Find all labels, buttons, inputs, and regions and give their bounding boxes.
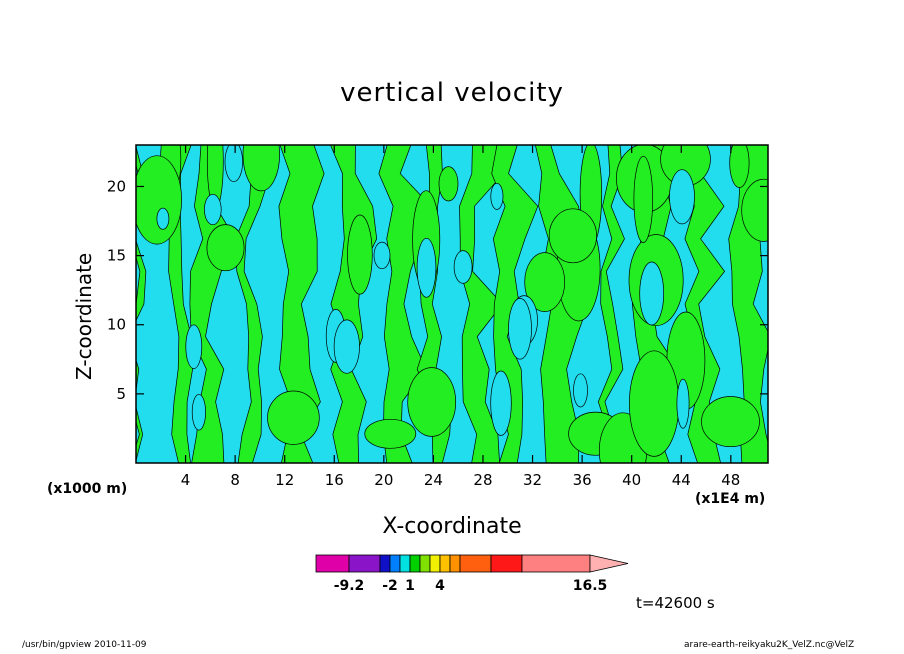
positive-region: [347, 214, 373, 295]
y-tick-label: 20: [107, 177, 126, 195]
x-unit-right: (x1E4 m): [695, 491, 766, 507]
positive-region: [206, 224, 245, 272]
positive-region: [278, 145, 325, 463]
positive-region: [729, 145, 750, 188]
colorbar-cell: [459, 554, 492, 573]
positive-region: [364, 418, 417, 449]
footer-right: arare-earth-reikyaku2K_VelZ.nc@VelZ: [684, 640, 855, 650]
colorbar-cell: [315, 554, 350, 573]
footer-left: /usr/bin/gpview 2010-11-09: [22, 640, 147, 650]
negative-region: [639, 261, 665, 326]
positive-region: [701, 396, 760, 448]
positive-region: [438, 166, 459, 202]
y-axis: 5 10 15 20: [107, 177, 768, 403]
colorbar-cell: [348, 554, 381, 573]
x-tick-label: 44: [672, 471, 691, 489]
x-unit-left: (x1000 m): [47, 481, 128, 497]
y-axis-label: Z-coordinate: [72, 252, 96, 380]
positive-region: [633, 155, 654, 243]
colorbar-label: 16.5: [573, 578, 608, 594]
colorbar-label: 4: [435, 578, 445, 594]
positive-region: [548, 208, 597, 264]
colorbar: -9.2 -2 1 4 16.5: [315, 554, 629, 594]
colorbar-cell: [389, 554, 401, 573]
negative-region: [573, 373, 588, 408]
y-tick-label: 10: [107, 316, 126, 334]
colorbar-cell: [521, 554, 591, 573]
colorbar-arrow: [589, 554, 629, 573]
negative-region: [204, 193, 222, 226]
positive-region: [136, 145, 147, 463]
positive-region: [629, 350, 680, 457]
x-tick-label: 8: [230, 471, 240, 489]
x-tick-label: 32: [523, 471, 542, 489]
x-tick-label: 28: [473, 471, 492, 489]
colorbar-cell: [419, 554, 431, 573]
x-tick-label: 40: [622, 471, 641, 489]
contour-field: [136, 145, 768, 463]
positive-region: [136, 155, 182, 245]
colorbar-label: -9.2: [334, 578, 365, 594]
negative-region: [416, 237, 437, 298]
colorbar-cell: [399, 554, 411, 573]
positive-region: [267, 390, 320, 445]
x-tick-label: 4: [181, 471, 191, 489]
negative-region: [669, 169, 695, 225]
negative-region: [508, 298, 532, 360]
positive-region: [597, 145, 625, 463]
negative-region: [224, 145, 243, 183]
negative-region: [373, 241, 391, 270]
x-axis: 4 8 12 16 20 24 28 32 36 40 44 48: [181, 145, 740, 489]
negative-region: [156, 207, 170, 230]
x-axis-label: X-coordinate: [382, 514, 522, 539]
colorbar-cell: [379, 554, 391, 573]
colorbar-cell: [490, 554, 523, 573]
x-tick-label: 48: [721, 471, 740, 489]
time-label: t=42600 s: [636, 594, 715, 612]
positive-region: [242, 145, 280, 192]
x-tick-label: 12: [275, 471, 294, 489]
positive-region: [407, 367, 457, 437]
negative-region: [453, 250, 473, 284]
x-tick-label: 20: [374, 471, 393, 489]
chart-title: vertical velocity: [340, 78, 564, 108]
negative-region: [490, 182, 504, 210]
y-tick-label: 5: [116, 385, 126, 403]
colorbar-cell: [409, 554, 421, 573]
colorbar-label: -2: [382, 578, 398, 594]
colorbar-cell: [439, 554, 451, 573]
negative-region: [191, 393, 206, 431]
x-tick-label: 24: [424, 471, 443, 489]
x-tick-label: 36: [573, 471, 592, 489]
colorbar-label: 1: [405, 578, 415, 594]
positive-region: [524, 252, 566, 312]
colorbar-cell: [429, 554, 441, 573]
colorbar-cell: [449, 554, 461, 573]
plot-frame: [135, 144, 769, 464]
positive-region: [682, 145, 726, 463]
negative-region: [490, 370, 512, 436]
positive-region: [741, 178, 768, 242]
negative-region: [333, 319, 360, 374]
negative-region: [185, 324, 203, 369]
x-tick-label: 16: [325, 471, 344, 489]
y-tick-label: 15: [107, 247, 126, 265]
negative-region: [676, 378, 690, 429]
